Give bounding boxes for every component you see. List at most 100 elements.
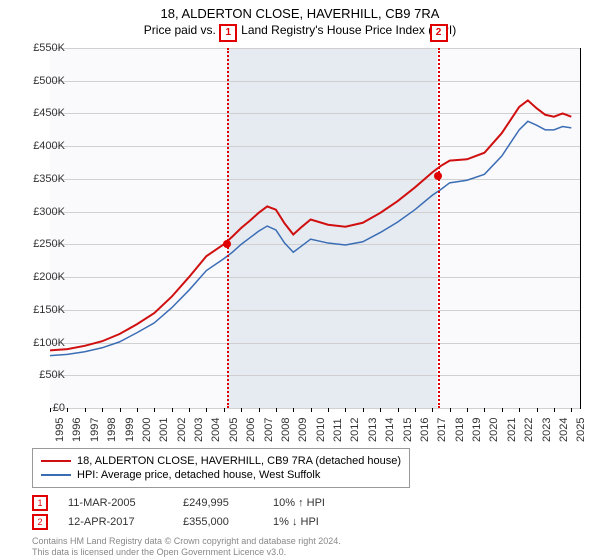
series-price_paid xyxy=(50,100,571,350)
x-axis-label: 2002 xyxy=(176,418,188,442)
legend-swatch xyxy=(41,460,71,462)
sale-row-marker: 1 xyxy=(32,495,48,511)
y-axis-label: £200K xyxy=(20,271,65,283)
series-hpi xyxy=(50,121,571,355)
x-tick xyxy=(363,408,364,412)
x-tick xyxy=(102,408,103,412)
x-tick xyxy=(241,408,242,412)
x-tick xyxy=(137,408,138,412)
x-axis-label: 1996 xyxy=(71,418,83,442)
legend-row: HPI: Average price, detached house, West… xyxy=(41,469,401,481)
x-axis-label: 2015 xyxy=(402,418,414,442)
x-axis-label: 2013 xyxy=(367,418,379,442)
y-axis-label: £350K xyxy=(20,173,65,185)
x-axis-label: 2010 xyxy=(315,418,327,442)
x-tick xyxy=(554,408,555,412)
x-tick xyxy=(67,408,68,412)
legend-swatch xyxy=(41,474,71,476)
sales-table: 1 11-MAR-2005 £249,995 10% ↑ HPI 2 12-APR-201… xyxy=(32,492,325,533)
y-axis-label: £400K xyxy=(20,140,65,152)
sale-row-diff: 10% ↑ HPI xyxy=(273,497,325,509)
x-tick xyxy=(398,408,399,412)
y-axis-label: £500K xyxy=(20,75,65,87)
x-axis-label: 2001 xyxy=(158,418,170,442)
x-tick xyxy=(276,408,277,412)
x-tick xyxy=(311,408,312,412)
x-axis-label: 2009 xyxy=(297,418,309,442)
line-series xyxy=(50,48,580,408)
x-axis-label: 1999 xyxy=(124,418,136,442)
y-axis-label: £100K xyxy=(20,337,65,349)
x-tick xyxy=(293,408,294,412)
x-tick xyxy=(450,408,451,412)
gridline xyxy=(50,408,580,409)
x-tick xyxy=(120,408,121,412)
sale-marker-box: 2 xyxy=(430,24,448,42)
x-axis-label: 2022 xyxy=(523,418,535,442)
x-tick xyxy=(502,408,503,412)
legend-label: HPI: Average price, detached house, West… xyxy=(77,469,320,481)
sale-row-marker: 2 xyxy=(32,514,48,530)
x-tick xyxy=(259,408,260,412)
chart-plot-area: 12 1995199619971998199920002001200220032… xyxy=(50,48,581,409)
x-tick xyxy=(345,408,346,412)
x-axis-label: 2006 xyxy=(245,418,257,442)
x-tick xyxy=(154,408,155,412)
x-axis-label: 2021 xyxy=(506,418,518,442)
legend: 18, ALDERTON CLOSE, HAVERHILL, CB9 7RA (… xyxy=(32,448,410,488)
chart-title: 18, ALDERTON CLOSE, HAVERHILL, CB9 7RA xyxy=(0,0,600,21)
y-axis-label: £250K xyxy=(20,238,65,250)
x-axis-label: 2023 xyxy=(541,418,553,442)
x-axis-label: 2004 xyxy=(210,418,222,442)
legend-row: 18, ALDERTON CLOSE, HAVERHILL, CB9 7RA (… xyxy=(41,455,401,467)
x-axis-label: 2000 xyxy=(141,418,153,442)
x-axis-label: 1998 xyxy=(106,418,118,442)
x-axis-label: 2024 xyxy=(558,418,570,442)
x-axis-label: 2025 xyxy=(575,418,587,442)
x-tick xyxy=(380,408,381,412)
x-axis-label: 2019 xyxy=(471,418,483,442)
legend-label: 18, ALDERTON CLOSE, HAVERHILL, CB9 7RA (… xyxy=(77,455,401,467)
sale-row-date: 12-APR-2017 xyxy=(68,516,163,528)
x-axis-label: 2003 xyxy=(193,418,205,442)
sale-row-diff: 1% ↓ HPI xyxy=(273,516,319,528)
sale-vline xyxy=(438,48,440,408)
footer-line2: This data is licensed under the Open Gov… xyxy=(32,547,341,558)
x-tick xyxy=(484,408,485,412)
sale-row-price: £249,995 xyxy=(183,497,253,509)
x-tick xyxy=(85,408,86,412)
x-axis-label: 2011 xyxy=(332,418,344,442)
x-tick xyxy=(537,408,538,412)
sale-row: 2 12-APR-2017 £355,000 1% ↓ HPI xyxy=(32,514,325,530)
x-tick xyxy=(432,408,433,412)
x-axis-label: 1997 xyxy=(89,418,101,442)
sale-vline xyxy=(227,48,229,408)
x-axis-label: 2005 xyxy=(228,418,240,442)
x-axis-label: 2014 xyxy=(384,418,396,442)
sale-row-price: £355,000 xyxy=(183,516,253,528)
x-tick xyxy=(224,408,225,412)
y-axis-label: £50K xyxy=(20,369,65,381)
x-axis-label: 2018 xyxy=(454,418,466,442)
sale-row-date: 11-MAR-2005 xyxy=(68,497,163,509)
footer-line1: Contains HM Land Registry data © Crown c… xyxy=(32,536,341,547)
footer-attribution: Contains HM Land Registry data © Crown c… xyxy=(32,536,341,558)
x-axis-label: 2020 xyxy=(488,418,500,442)
x-axis-label: 1995 xyxy=(54,418,66,442)
sale-row: 1 11-MAR-2005 £249,995 10% ↑ HPI xyxy=(32,495,325,511)
x-tick xyxy=(415,408,416,412)
x-axis-label: 2017 xyxy=(436,418,448,442)
sale-dot xyxy=(223,240,231,248)
x-tick xyxy=(328,408,329,412)
x-tick xyxy=(206,408,207,412)
y-axis-label: £0 xyxy=(20,402,65,414)
x-axis-label: 2007 xyxy=(263,418,275,442)
x-axis-label: 2016 xyxy=(419,418,431,442)
x-tick xyxy=(571,408,572,412)
x-axis-label: 2008 xyxy=(280,418,292,442)
sale-marker-box: 1 xyxy=(219,24,237,42)
x-tick xyxy=(172,408,173,412)
x-axis-label: 2012 xyxy=(349,418,361,442)
y-axis-label: £550K xyxy=(20,42,65,54)
y-axis-label: £450K xyxy=(20,107,65,119)
